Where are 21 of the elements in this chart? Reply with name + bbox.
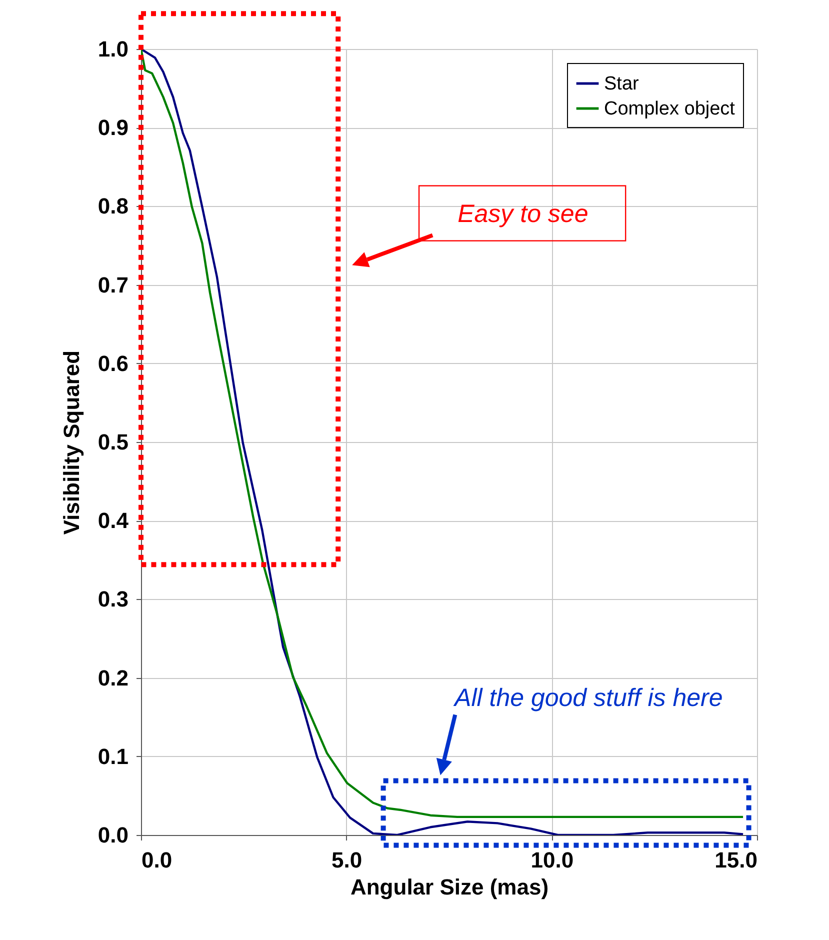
y-tick-label: 0.3 (98, 586, 128, 612)
y-tick-label: 0.2 (98, 665, 128, 690)
x-tick-label: 10.0 (530, 848, 574, 872)
annotation: All the good stuff is here (452, 684, 723, 712)
x-tick-label: 0.0 (142, 848, 172, 872)
y-tick-label: 0.5 (98, 430, 128, 454)
y-tick-label: 0.4 (98, 508, 130, 534)
x-tick-label: 15.0 (714, 848, 758, 872)
annotation: Easy to see (458, 200, 588, 228)
y-tick-label: 0.7 (98, 272, 128, 298)
x-tick-label: 5.0 (332, 848, 362, 872)
y-axis-title: Visibility Squared (58, 350, 84, 535)
x-axis-title: Angular Size (mas) (350, 874, 549, 900)
y-tick-label: 0.8 (98, 194, 128, 219)
y-tick-label: 0.6 (98, 350, 128, 376)
y-tick-label: 0.0 (98, 822, 128, 848)
y-tick-label: 0.9 (98, 115, 128, 140)
legend-label: Complex object (604, 98, 736, 120)
legend-label: Star (604, 74, 640, 94)
y-tick-label: 0.1 (98, 744, 128, 769)
y-tick-label: 1.0 (98, 36, 128, 62)
